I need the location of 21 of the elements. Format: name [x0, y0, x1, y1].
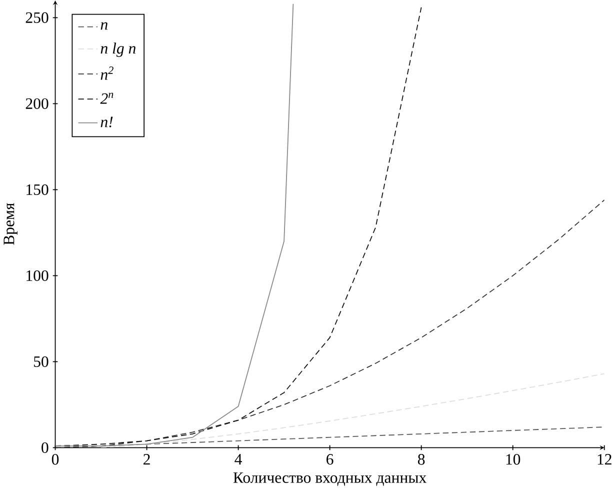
y-tick-label: 100	[26, 270, 48, 282]
x-tick-label: 10	[506, 454, 520, 465]
x-tick-label: 4	[234, 454, 242, 465]
y-tick-label: 250	[26, 12, 48, 24]
x-tick-label: 12	[598, 454, 612, 465]
y-tick-label: 0	[42, 442, 48, 454]
legend-label: n$^{2}$	[100, 66, 114, 80]
x-axis-title: Количество входных данных	[233, 472, 426, 486]
legend-label: n	[100, 22, 108, 30]
y-axis-title: Время	[4, 203, 18, 246]
x-tick-label: 2	[144, 454, 150, 465]
y-tick-label: 50	[34, 356, 48, 368]
legend-label: n lg n	[100, 42, 136, 58]
line-series	[100, 373, 604, 448]
x-tick-label: 6	[326, 454, 334, 465]
y-tick-label: 200	[26, 98, 48, 110]
x-tick-label: 8	[418, 454, 425, 465]
x-tick-label: 0	[52, 454, 59, 465]
y-tick-label: 150	[26, 184, 48, 196]
legend-label: 2$^{n}$	[100, 92, 114, 104]
legend-label: n!	[100, 116, 113, 128]
